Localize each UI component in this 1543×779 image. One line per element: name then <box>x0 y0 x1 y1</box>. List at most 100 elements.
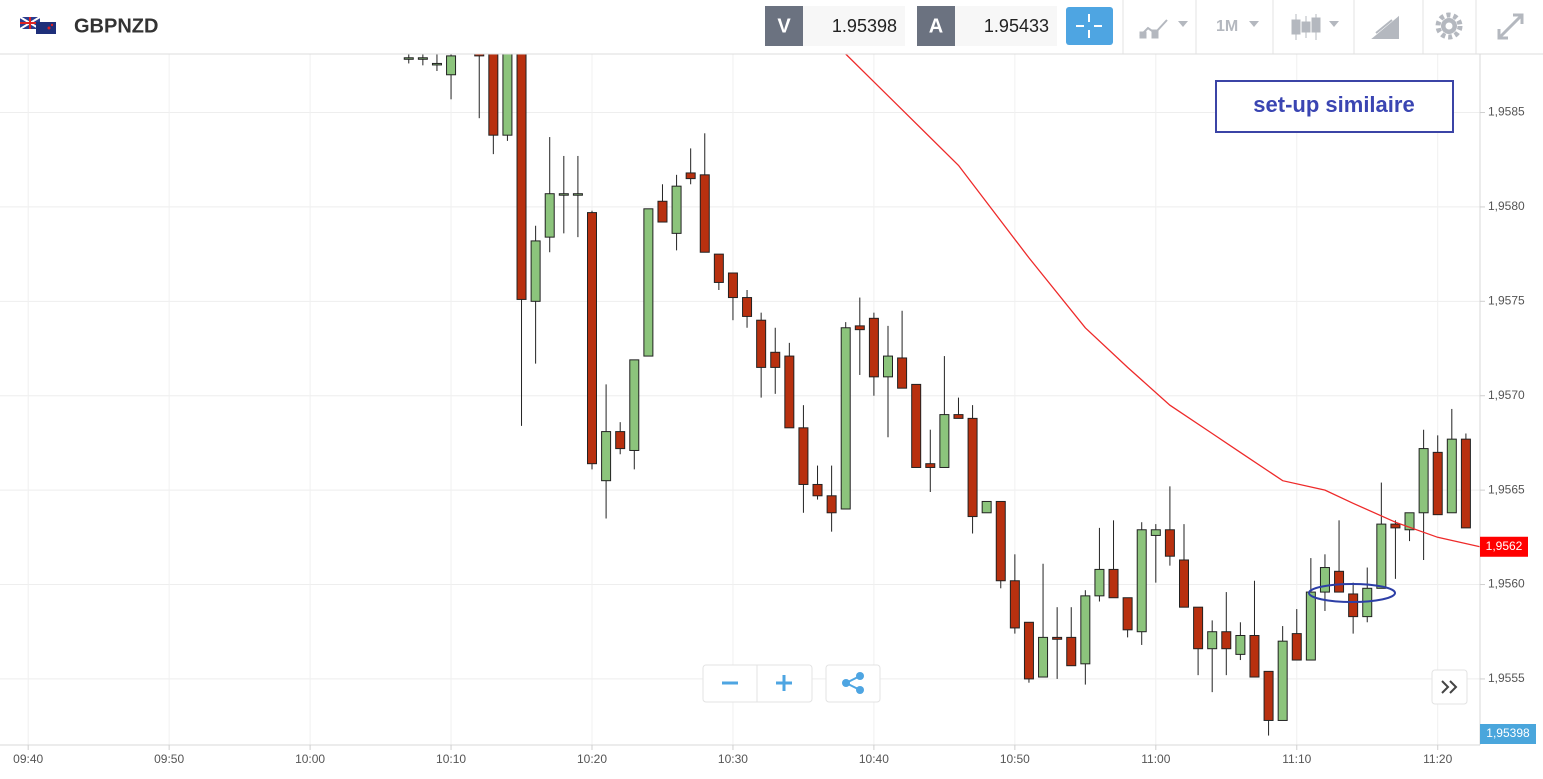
x-tick-label: 09:40 <box>13 752 43 766</box>
flag-icon <box>19 16 56 34</box>
candle-body-down <box>897 357 908 389</box>
candle-body-down <box>1066 636 1077 667</box>
y-tick-label: 1,9580 <box>1488 199 1525 213</box>
crosshair-icon <box>1076 14 1102 38</box>
candle-body-down <box>1221 631 1232 650</box>
axes: 1,9555 1,9560 1,9565 1,9570 1,9575 1,9580 1,95… <box>13 105 1536 766</box>
candle-body-down <box>868 317 879 378</box>
scroll-end-button[interactable] <box>1431 669 1468 705</box>
x-tick-label: 09:50 <box>154 752 184 766</box>
ask-label: A <box>929 15 943 37</box>
y-tick-label: 1,9560 <box>1488 577 1525 591</box>
candle-body-down <box>784 355 795 429</box>
candle-body-down <box>925 463 936 468</box>
ask-badge <box>917 6 955 46</box>
candle-body-down <box>967 417 978 518</box>
candle-body-up <box>1080 595 1091 665</box>
candle-body-up <box>1136 529 1147 633</box>
zoom-in-button[interactable] <box>776 675 792 691</box>
candle-body-up <box>629 359 640 451</box>
candle-body-down <box>1334 570 1345 593</box>
candle-body-down <box>1009 580 1020 629</box>
timeframe-caret <box>1249 21 1259 27</box>
y-tick-label: 1,9565 <box>1488 482 1525 496</box>
candle-body-up <box>446 55 457 76</box>
candle-body-down <box>1108 568 1119 599</box>
candle-body-up <box>883 355 893 378</box>
candle-body-up <box>544 193 555 238</box>
fullscreen-button[interactable] <box>1497 13 1524 40</box>
candle-body-down <box>1023 621 1034 680</box>
toolbar-dividers <box>1122 0 1477 54</box>
candle-body-up <box>572 193 583 196</box>
candle-body-up <box>1235 634 1246 655</box>
price-tag <box>1480 536 1528 557</box>
candle-body-up <box>840 327 851 510</box>
y-tick-label: 1,9555 <box>1488 671 1525 685</box>
candle-body-down <box>911 383 922 468</box>
candle-body-down <box>953 414 964 419</box>
bid-price: 1.95398 <box>832 16 897 36</box>
candle-body-down <box>1193 606 1204 650</box>
candle-body-up <box>601 431 612 482</box>
candle-body-down <box>1432 451 1443 516</box>
candle-body-down <box>742 297 753 317</box>
candle-body-up <box>417 57 428 60</box>
candle-body-down <box>1348 593 1359 618</box>
chart-type-button[interactable] <box>1139 19 1188 39</box>
candle-body-up <box>1150 529 1161 536</box>
candle-body-down <box>1460 438 1471 529</box>
draw-tools-button[interactable] <box>1371 15 1399 39</box>
y-tick-label: 1,9575 <box>1488 293 1525 307</box>
grid <box>0 54 1480 745</box>
candle-body-down <box>1052 636 1063 640</box>
candle-body-down <box>713 253 724 283</box>
annotation: set-up similaire <box>1253 92 1414 117</box>
x-tick-label: 10:10 <box>436 752 466 766</box>
candle-body-down <box>1249 634 1260 678</box>
ask-box[interactable] <box>955 6 1057 46</box>
candle-body-down <box>756 319 767 368</box>
annotation-box <box>1215 80 1454 133</box>
timeframe[interactable]: 1M <box>1216 18 1238 35</box>
crosshair-button[interactable] <box>1066 7 1113 45</box>
candle-body-up <box>1404 512 1415 531</box>
candle-body-up <box>558 193 569 196</box>
candle-body-down <box>1179 559 1189 608</box>
candle-body-up <box>1376 523 1387 589</box>
share-button[interactable] <box>842 672 864 694</box>
x-tick-label: 10:20 <box>577 752 607 766</box>
candle-body-up <box>403 57 414 60</box>
candle-body-down <box>727 272 738 299</box>
bid-tag <box>1480 724 1536 744</box>
x-tick-label: 10:30 <box>718 752 748 766</box>
x-tick-label: 11:10 <box>1282 752 1311 766</box>
candle-body-down <box>812 483 823 497</box>
x-tick-label: 11:20 <box>1423 752 1452 766</box>
moving-average-line <box>845 54 1480 548</box>
candle-body-down <box>770 351 781 368</box>
candle-body-down <box>995 500 1006 582</box>
candle-body-up <box>1207 631 1218 650</box>
bid-label: V <box>777 15 791 37</box>
symbol: GBPNZD <box>74 15 158 37</box>
candle-style-button[interactable] <box>1291 14 1339 40</box>
candle-body-down <box>488 54 499 136</box>
candle-body-down <box>1291 633 1302 661</box>
scroll-end-icon <box>1441 680 1458 694</box>
candle-body-down <box>854 325 865 331</box>
candle-body-up <box>981 500 992 514</box>
zoom-controls <box>702 664 881 703</box>
settings-button[interactable] <box>1435 12 1463 40</box>
candle-body-up <box>1319 567 1330 593</box>
highlight-ellipse <box>1308 583 1396 603</box>
bid-box[interactable] <box>803 6 905 46</box>
candle-body-down <box>657 200 668 223</box>
bid-badge <box>765 6 803 46</box>
plot <box>403 54 1480 736</box>
candle-body-down <box>587 212 597 465</box>
candle-body-up <box>502 54 513 136</box>
candle-body-up <box>671 185 682 234</box>
candle-body-down <box>1263 670 1274 721</box>
